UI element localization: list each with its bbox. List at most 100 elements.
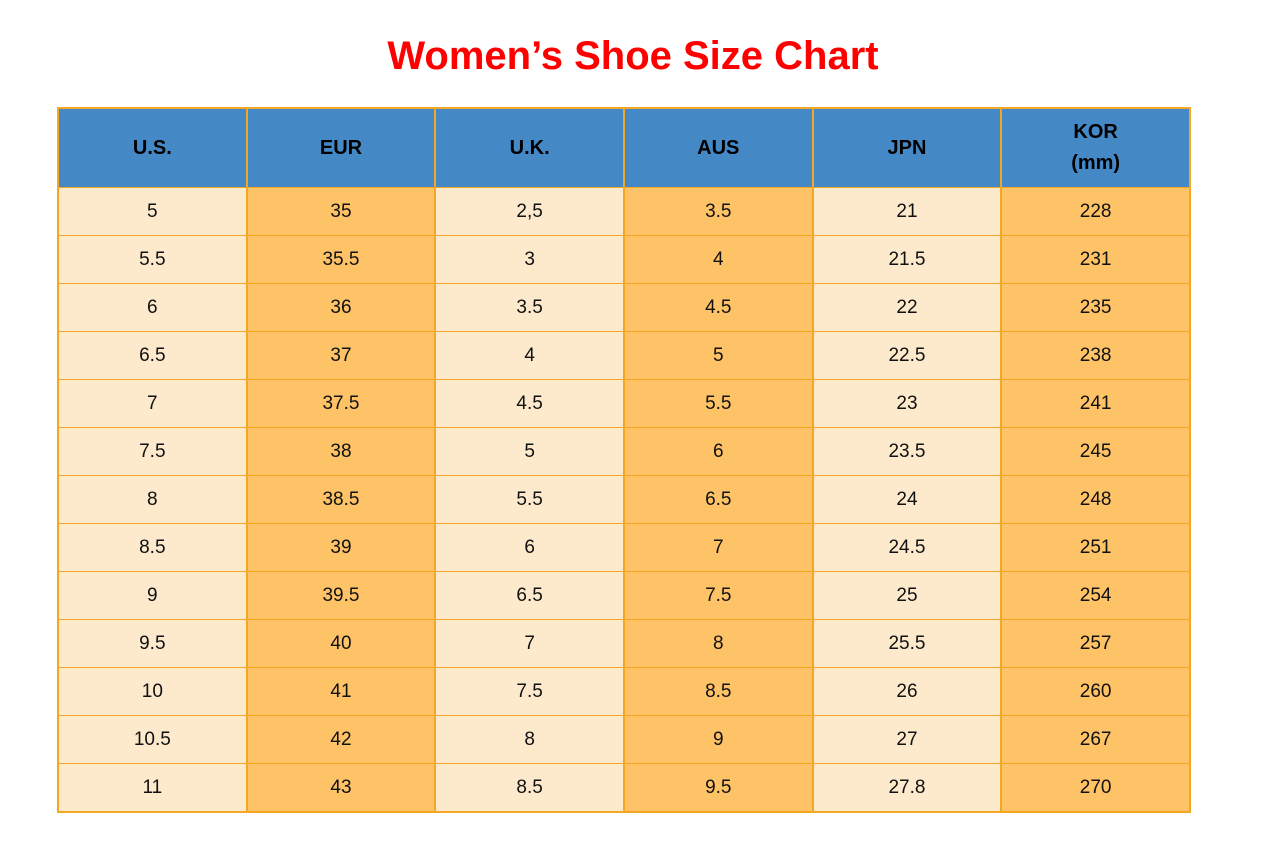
table-cell: 38.5 [245, 475, 437, 524]
table-cell: 235 [1000, 283, 1191, 332]
table-cell: 4 [434, 331, 625, 380]
table-cell: 35 [245, 187, 437, 236]
table-cell: 241 [1000, 379, 1191, 428]
table-cell: 7 [434, 619, 625, 668]
table-cell: 254 [1000, 571, 1191, 620]
table-cell: 11 [57, 763, 248, 813]
table-cell: 23 [811, 379, 1003, 428]
table-cell: 7 [57, 379, 248, 428]
table-cell: 6.5 [434, 571, 625, 620]
table-row: 11 43 8.5 9.5 27.8 270 [57, 763, 1191, 813]
table-cell: 38 [245, 427, 437, 476]
table-cell: 3.5 [622, 187, 814, 236]
table-cell: 41 [245, 667, 437, 716]
table-cell: 6 [622, 427, 814, 476]
table-cell: 9.5 [622, 763, 814, 813]
table-cell: 43 [245, 763, 437, 813]
table-row: 9 39.5 6.5 7.5 25 254 [57, 571, 1191, 620]
page-title: Women’s Shoe Size Chart [387, 34, 879, 78]
table-cell: 8 [57, 475, 248, 524]
table-cell: 7.5 [57, 427, 248, 476]
table-cell: 5.5 [434, 475, 625, 524]
table-cell: 23.5 [811, 427, 1003, 476]
table-cell: 260 [1000, 667, 1191, 716]
table-cell: 3.5 [434, 283, 625, 332]
shoe-size-table: U.S. EUR U.K. AUS JPN KOR (mm) 5 35 2,5 3.5… [57, 107, 1191, 813]
table-cell: 7.5 [622, 571, 814, 620]
header-cell-us: U.S. [57, 107, 248, 188]
table-cell: 4 [622, 235, 814, 284]
table-cell: 4.5 [434, 379, 625, 428]
table-row: 10.5 42 8 9 27 267 [57, 715, 1191, 764]
table-cell: 26 [811, 667, 1003, 716]
table-cell: 6 [434, 523, 625, 572]
table-cell: 25 [811, 571, 1003, 620]
table-cell: 6.5 [622, 475, 814, 524]
table-cell: 7.5 [434, 667, 625, 716]
table-cell: 8 [622, 619, 814, 668]
table-cell: 9 [57, 571, 248, 620]
header-cell-uk: U.K. [434, 107, 625, 188]
table-row: 8 38.5 5.5 6.5 24 248 [57, 475, 1191, 524]
table-row: 9.5 40 7 8 25.5 257 [57, 619, 1191, 668]
table-row: 7.5 38 5 6 23.5 245 [57, 427, 1191, 476]
table-cell: 27.8 [811, 763, 1003, 813]
table-cell: 8.5 [434, 763, 625, 813]
table-cell: 5.5 [57, 235, 248, 284]
table-cell: 8.5 [622, 667, 814, 716]
table-cell: 25.5 [811, 619, 1003, 668]
table-cell: 10 [57, 667, 248, 716]
table-cell: 238 [1000, 331, 1191, 380]
header-cell-kor: KOR (mm) [1000, 107, 1191, 188]
table-row: 7 37.5 4.5 5.5 23 241 [57, 379, 1191, 428]
table-cell: 228 [1000, 187, 1191, 236]
table-row: 5.5 35.5 3 4 21.5 231 [57, 235, 1191, 284]
table-cell: 22 [811, 283, 1003, 332]
table-header: U.S. EUR U.K. AUS JPN KOR (mm) [57, 107, 1191, 188]
table-cell: 24.5 [811, 523, 1003, 572]
table-cell: 5 [57, 187, 248, 236]
table-cell: 5 [434, 427, 625, 476]
table-cell: 36 [245, 283, 437, 332]
table-cell: 248 [1000, 475, 1191, 524]
table-cell: 21.5 [811, 235, 1003, 284]
table-cell: 35.5 [245, 235, 437, 284]
table-cell: 39 [245, 523, 437, 572]
table-cell: 6.5 [57, 331, 248, 380]
table-cell: 4.5 [622, 283, 814, 332]
table-cell: 27 [811, 715, 1003, 764]
table-cell: 9 [622, 715, 814, 764]
table-cell: 5.5 [622, 379, 814, 428]
table-row: 5 35 2,5 3.5 21 228 [57, 187, 1191, 236]
table-cell: 21 [811, 187, 1003, 236]
table-cell: 37.5 [245, 379, 437, 428]
size-table-body: 5 35 2,5 3.5 21 228 5.5 35.5 3 4 21.5 231 6 36 3.5 4.5 2… [57, 187, 1191, 813]
table-cell: 270 [1000, 763, 1191, 813]
table-cell: 24 [811, 475, 1003, 524]
table-cell: 3 [434, 235, 625, 284]
header-row: U.S. EUR U.K. AUS JPN KOR (mm) [57, 107, 1191, 188]
table-cell: 9.5 [57, 619, 248, 668]
table-row: 6 36 3.5 4.5 22 235 [57, 283, 1191, 332]
table-cell: 10.5 [57, 715, 248, 764]
table-cell: 245 [1000, 427, 1191, 476]
header-cell-jpn: JPN [811, 107, 1003, 188]
table-cell: 2,5 [434, 187, 625, 236]
table-cell: 7 [622, 523, 814, 572]
table-cell: 6 [57, 283, 248, 332]
table-cell: 231 [1000, 235, 1191, 284]
table-row: 10 41 7.5 8.5 26 260 [57, 667, 1191, 716]
table-cell: 8.5 [57, 523, 248, 572]
table-cell: 257 [1000, 619, 1191, 668]
table-cell: 22.5 [811, 331, 1003, 380]
table-cell: 39.5 [245, 571, 437, 620]
table-cell: 37 [245, 331, 437, 380]
header-cell-eur: EUR [245, 107, 437, 188]
table-cell: 267 [1000, 715, 1191, 764]
table-cell: 5 [622, 331, 814, 380]
header-cell-aus: AUS [622, 107, 814, 188]
table-cell: 8 [434, 715, 625, 764]
table-cell: 251 [1000, 523, 1191, 572]
table-cell: 40 [245, 619, 437, 668]
table-row: 8.5 39 6 7 24.5 251 [57, 523, 1191, 572]
